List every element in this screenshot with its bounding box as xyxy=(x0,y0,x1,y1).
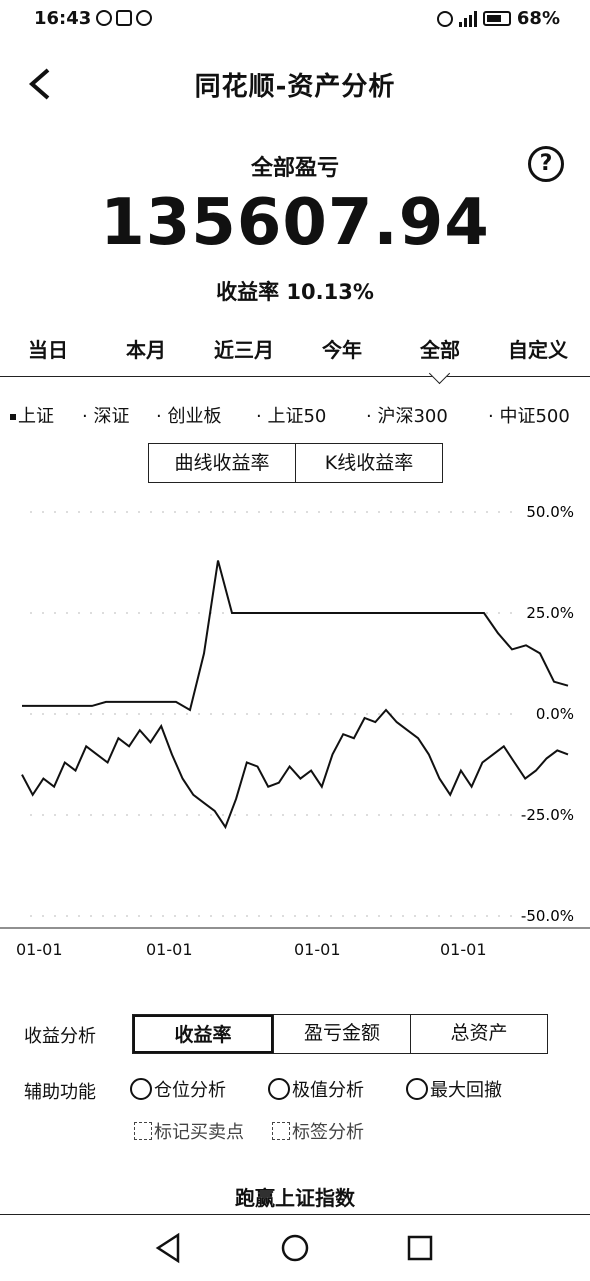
chat-icon xyxy=(96,10,112,26)
radio-icon xyxy=(130,1078,152,1100)
status-bar: 16:43 68% xyxy=(0,0,590,44)
index-label: 沪深300 xyxy=(377,406,448,427)
app-icon xyxy=(116,10,132,26)
y-tick-label: -50.0% xyxy=(521,907,574,925)
notification-icons xyxy=(96,10,152,26)
option-label: 极值分析 xyxy=(292,1080,364,1101)
extreme-analysis-option[interactable]: 极值分析 xyxy=(268,1076,364,1102)
tab-all[interactable]: 全部 xyxy=(420,338,460,362)
signal-icon xyxy=(458,10,477,27)
tag-analysis-option[interactable]: 标签分析 xyxy=(272,1118,364,1144)
checkbox-icon xyxy=(134,1122,152,1140)
index-csi300[interactable]: · 沪深300 xyxy=(366,406,448,427)
outperform-text: 跑赢上证指数 xyxy=(235,1186,355,1210)
page-title: 同花顺-资产分析 xyxy=(194,72,396,102)
option-label: 仓位分析 xyxy=(154,1080,226,1101)
index-label: 上证50 xyxy=(267,406,327,427)
option-label: 标记买卖点 xyxy=(154,1122,244,1143)
eye-icon xyxy=(136,10,152,26)
index-shanghai[interactable]: 上证 xyxy=(10,402,54,428)
yield-rate-button[interactable]: 收益率 xyxy=(133,1015,273,1053)
yield-rate: 收益率 10.13% xyxy=(216,280,374,304)
index-csi500[interactable]: · 中证500 xyxy=(488,406,570,427)
x-tick-label: 01-01 xyxy=(146,940,193,959)
summary-label: 全部盈亏 xyxy=(250,156,339,181)
max-drawdown-option[interactable]: 最大回撤 xyxy=(406,1076,502,1102)
kline-yield-button[interactable]: K线收益率 xyxy=(295,444,442,482)
system-icons: 68% xyxy=(436,8,560,29)
tab-month[interactable]: 本月 xyxy=(126,338,166,362)
alarm-icon xyxy=(436,10,453,27)
tab-custom[interactable]: 自定义 xyxy=(508,338,568,362)
total-profit-value: 135607.94 xyxy=(100,186,490,260)
index-label: 深证 xyxy=(93,406,130,427)
index-label: 上证 xyxy=(18,406,54,427)
index-sse50[interactable]: · 上证50 xyxy=(256,406,327,427)
analysis-label: 收益分析 xyxy=(24,1026,96,1047)
x-tick-label: 01-01 xyxy=(440,940,487,959)
yield-chart: 50.0% 25.0% 0.0% -25.0% -50.0% xyxy=(0,503,590,929)
y-tick-label: 25.0% xyxy=(526,604,574,622)
y-tick-label: 50.0% xyxy=(526,503,574,521)
total-assets-button[interactable]: 总资产 xyxy=(410,1015,547,1053)
chart-mode-toggle: 曲线收益率 K线收益率 xyxy=(148,443,443,483)
y-tick-label: -25.0% xyxy=(521,806,574,824)
help-icon[interactable]: ? xyxy=(528,146,564,182)
nav-home-icon[interactable] xyxy=(281,1234,309,1262)
aux-label: 辅助功能 xyxy=(24,1082,96,1103)
battery-icon xyxy=(482,11,511,26)
radio-icon xyxy=(268,1078,290,1100)
tab-this-year[interactable]: 今年 xyxy=(322,338,362,362)
x-tick-label: 01-01 xyxy=(16,940,63,959)
status-time: 16:43 xyxy=(34,8,92,29)
option-label: 标签分析 xyxy=(292,1122,364,1143)
position-analysis-option[interactable]: 仓位分析 xyxy=(130,1076,226,1102)
x-tick-label: 01-01 xyxy=(294,940,341,959)
nav-back-icon[interactable] xyxy=(155,1232,180,1264)
index-shenzhen[interactable]: · 深证 xyxy=(82,406,130,427)
option-label: 最大回撤 xyxy=(430,1080,502,1101)
index-chinext[interactable]: · 创业板 xyxy=(156,406,222,427)
index-label: 中证500 xyxy=(499,406,570,427)
back-icon[interactable] xyxy=(22,62,62,106)
mark-trades-option[interactable]: 标记买卖点 xyxy=(134,1118,244,1144)
battery-level: 68% xyxy=(516,8,560,29)
y-tick-label: 0.0% xyxy=(536,705,574,723)
profit-amount-button[interactable]: 盈亏金额 xyxy=(273,1015,410,1053)
index-label: 创业板 xyxy=(167,406,222,427)
index-line xyxy=(21,708,569,830)
tab-today[interactable]: 当日 xyxy=(28,338,68,362)
checkbox-icon xyxy=(272,1122,290,1140)
tab-three-months[interactable]: 近三月 xyxy=(214,338,274,362)
selected-marker xyxy=(10,414,16,420)
portfolio-line xyxy=(22,560,569,712)
index-selector: 上证 · 深证 · 创业板 · 上证50 · 沪深300 · 中证500 xyxy=(0,402,590,428)
radio-icon xyxy=(406,1078,428,1100)
nav-recents-icon[interactable] xyxy=(407,1235,433,1261)
curve-yield-button[interactable]: 曲线收益率 xyxy=(174,452,270,474)
navigation-bar xyxy=(0,1214,590,1264)
analysis-toggle: 收益率 盈亏金额 总资产 xyxy=(132,1014,548,1054)
period-tabs: 当日 本月 近三月 今年 全部 自定义 xyxy=(0,330,590,377)
